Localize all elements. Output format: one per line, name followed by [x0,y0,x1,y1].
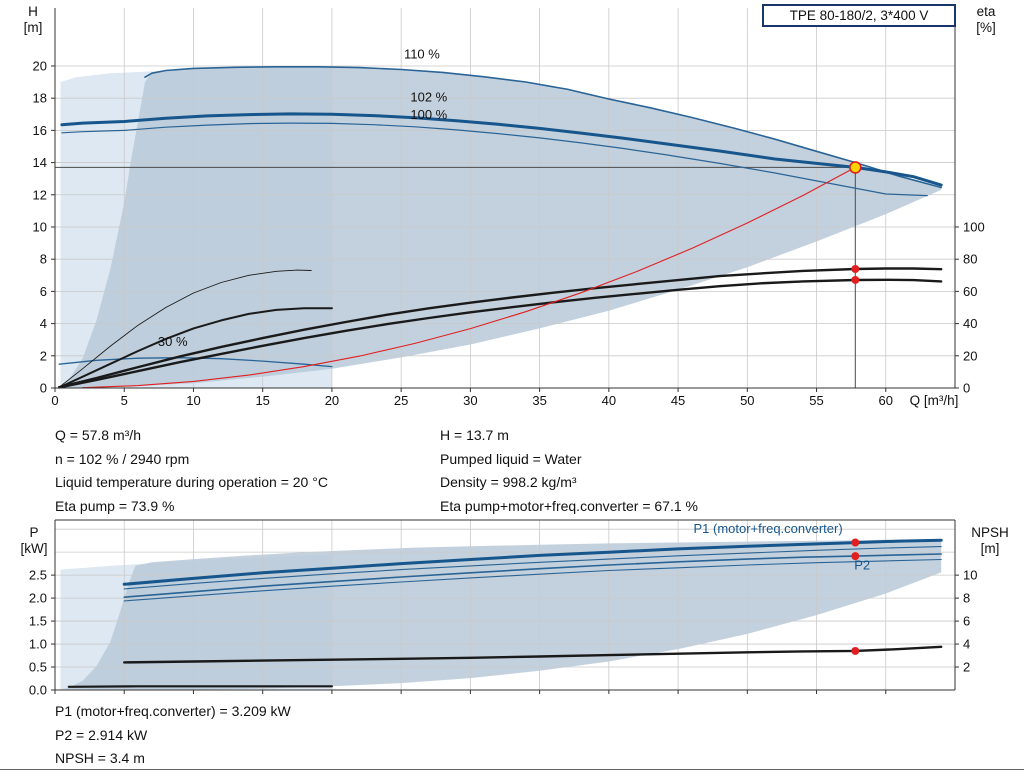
right-axis-title: eta [977,4,996,19]
curve-label: P1 (motor+freq.converter) [693,521,842,536]
duty-point-marker[interactable] [849,161,862,174]
info-line-p2: P2 = 2.914 kW [55,726,148,743]
y-tick-label-left: 0 [40,381,47,396]
y-tick-label-left: 1.5 [29,614,47,629]
x-tick-label: 30 [463,393,477,408]
pump-model-box: TPE 80-180/2, 3*400 V [762,4,956,27]
y-tick-label-left: 6 [40,284,47,299]
y-tick-label-right: 10 [963,568,977,583]
curve-label: 102 % [410,90,447,105]
x-tick-label: 0 [51,393,58,408]
right-axis-unit: [%] [976,20,996,35]
curve-label: P2 [854,558,870,573]
eta-pump-curve [58,267,943,389]
curve-point-marker [851,646,860,655]
eta-pump-motor-freq-curve [58,278,943,389]
speed-100pct-curve [61,122,928,197]
curve-point-marker [851,265,860,274]
duty-info-right: H = 13.7 m Pumped liquid = Water Density… [440,424,698,518]
y-tick-label-right: 20 [963,348,977,363]
p1-100pct-curve [123,546,942,590]
y-tick-label-left: 2.0 [29,591,47,606]
x-tick-label: 15 [255,393,269,408]
y-tick-label-right: 0 [963,381,970,396]
left-axis-title: P [29,525,38,540]
info-line-temperature: Liquid temperature during operation = 20… [55,474,328,490]
info-line-q: Q = 57.8 m³/h [55,427,141,443]
p2-102pct-curve [123,553,943,599]
y-tick-label-right: 8 [963,591,970,606]
pump-model-label: TPE 80-180/2, 3*400 V [789,8,929,23]
eta-reduced-speed-curve [58,307,333,389]
y-tick-label-left: 12 [33,187,47,202]
y-tick-label-right: 2 [963,660,970,675]
y-tick-label-right: 100 [963,219,985,234]
curve-label: 110 % [404,47,440,62]
x-tick-label: 60 [879,393,893,408]
npsh-reduced-speed-curve [67,685,333,688]
y-tick-label-left: 16 [33,123,47,138]
p2-100pct-curve [123,558,942,602]
y-tick-label-left: 2 [40,348,47,363]
eta-reduced-speed-tall-curve [58,269,312,388]
right-axis-title: NPSH [971,525,1009,540]
y-tick-label-left: 18 [33,91,47,106]
bottom-separator [0,769,1024,770]
control-curve-curve [82,166,856,389]
y-tick-label-left: 2.5 [29,568,47,583]
x-tick-label: 55 [809,393,823,408]
y-tick-label-left: 20 [33,58,47,73]
duty-info-left: Q = 57.8 m³/h n = 102 % / 2940 rpm Liqui… [55,424,328,518]
info-line-speed: n = 102 % / 2940 rpm [55,450,190,467]
npsh-curve [122,645,943,664]
curve-label: 30 % [158,334,188,349]
info-line-liquid: Pumped liquid = Water [440,450,582,467]
x-tick-label: 20 [325,393,339,408]
info-line-eta-pump: Eta pump = 73.9 % [55,497,175,514]
curve-point-marker [851,538,860,547]
y-tick-label-right: 60 [963,284,977,299]
curve-point-marker [851,552,860,561]
speed-110pct-curve [144,66,943,189]
y-tick-label-left: 10 [33,219,47,234]
x-tick-label: 35 [532,393,546,408]
x-tick-label: 40 [602,393,616,408]
curve-label: 100 % [410,107,447,122]
p1-102pct-curve [122,538,943,586]
qh-eta-chart: 110 %102 %100 %30 %0 5 10 15 20 25 30 35 40 45 50 5… [24,4,996,408]
x-tick-label: 25 [394,393,408,408]
y-tick-label-left: 4 [40,316,47,331]
y-tick-label-left: 0.0 [29,683,47,698]
x-tick-label: 5 [121,393,128,408]
curve-point-marker [851,275,860,284]
left-axis-unit: [kW] [21,541,48,556]
x-axis-title: Q [m³/h] [910,393,959,408]
x-tick-label: 50 [740,393,754,408]
y-tick-label-right: 80 [963,252,977,267]
power-info: P1 (motor+freq.converter) = 3.209 kW P2 … [55,700,291,771]
y-tick-label-right: 40 [963,316,977,331]
info-line-p1: P1 (motor+freq.converter) = 3.209 kW [55,703,291,719]
y-tick-label-left: 8 [40,252,47,267]
right-axis-unit: [m] [981,541,1000,556]
info-line-head: H = 13.7 m [440,427,509,443]
info-line-density: Density = 998.2 kg/m³ [440,474,577,490]
speed-102pct-curve [60,112,943,187]
info-line-eta-total: Eta pump+motor+freq.converter = 67.1 % [440,497,698,514]
x-tick-label: 10 [186,393,200,408]
x-tick-label: 45 [671,393,685,408]
y-tick-label-left: 14 [33,155,47,170]
y-tick-label-right: 4 [963,637,970,652]
left-axis-title: H [28,4,38,19]
info-line-npsh: NPSH = 3.4 m [55,750,145,766]
left-axis-unit: [m] [24,20,43,35]
y-tick-label-left: 0.5 [29,660,47,675]
y-tick-label-left: 1.0 [29,637,47,652]
y-tick-label-right: 6 [963,614,970,629]
power-npsh-chart: P1 (motor+freq.converter)P20.00.51.01.52… [21,519,1009,698]
